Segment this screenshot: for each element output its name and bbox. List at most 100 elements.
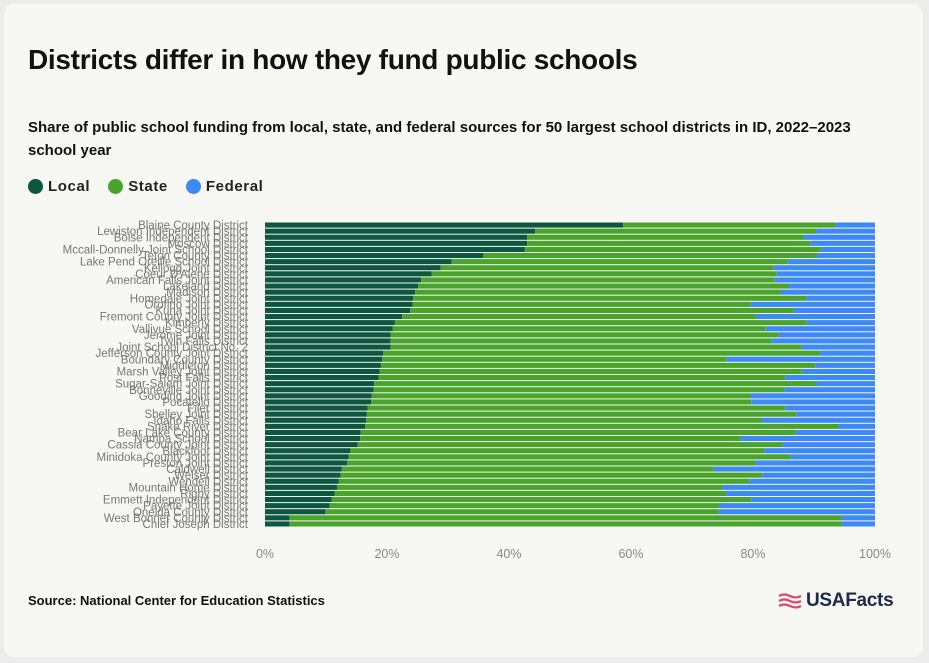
bar-federal-37 — [764, 448, 875, 454]
y-tick-label: Boundary County District — [121, 354, 249, 366]
bar-state-20 — [390, 344, 802, 350]
x-tick-label: 20% — [374, 547, 399, 561]
bar-federal-17 — [765, 326, 875, 332]
bar-local-16 — [265, 320, 395, 326]
bar-federal-28 — [750, 393, 875, 399]
bar-state-44 — [334, 490, 726, 496]
bar-local-0 — [265, 222, 624, 228]
bar-local-2 — [265, 234, 528, 240]
y-tick-label: Teton County District — [142, 251, 249, 263]
bar-federal-33 — [838, 423, 875, 429]
y-tick-label: Boise Independent District — [114, 232, 249, 244]
bar-local-47 — [265, 509, 326, 515]
bar-local-48 — [265, 515, 290, 521]
bar-state-30 — [367, 405, 786, 411]
bar-local-36 — [265, 442, 358, 448]
y-tick-label: Wendell District — [168, 476, 248, 488]
bar-federal-2 — [803, 234, 875, 240]
bar-local-35 — [265, 436, 361, 442]
bar-state-2 — [527, 234, 804, 240]
bar-federal-39 — [755, 460, 875, 466]
bar-state-45 — [331, 497, 752, 503]
y-tick-label: Vallivue School District — [132, 324, 249, 336]
bar-state-48 — [289, 515, 842, 521]
bar-state-9 — [421, 277, 775, 283]
y-tick-label: Preston Joint District — [143, 458, 249, 470]
bar-state-47 — [325, 509, 719, 515]
bar-federal-24 — [801, 368, 875, 374]
bar-federal-35 — [740, 436, 875, 442]
y-tick-label: West Bonner County District — [104, 513, 249, 525]
bar-federal-1 — [816, 228, 875, 234]
bar-local-21 — [265, 350, 384, 356]
bar-local-37 — [265, 448, 351, 454]
bar-federal-13 — [750, 301, 875, 307]
bar-state-32 — [366, 417, 762, 423]
y-tick-label: Joint School District No. 2 — [116, 342, 248, 354]
bar-state-26 — [374, 381, 817, 387]
bar-local-18 — [265, 332, 391, 338]
bar-local-8 — [265, 271, 432, 277]
bar-local-40 — [265, 466, 342, 472]
x-tick-label: 80% — [740, 547, 765, 561]
y-tick-label: Jefferson County Joint District — [95, 348, 248, 360]
bar-federal-8 — [776, 271, 875, 277]
y-tick-label: Sugar-Salem Joint District — [115, 379, 249, 391]
bar-state-15 — [402, 314, 757, 320]
y-tick-label: Snake River District — [147, 421, 249, 433]
bar-federal-22 — [726, 356, 875, 362]
bar-federal-36 — [782, 442, 875, 448]
legend-swatch-state — [108, 179, 124, 194]
bar-federal-34 — [795, 429, 875, 435]
y-tick-label: Bear Lake County District — [118, 427, 249, 439]
bar-local-4 — [265, 246, 525, 252]
bar-state-7 — [440, 265, 774, 271]
bar-federal-4 — [820, 246, 875, 252]
y-tick-label: Moscow District — [167, 238, 248, 250]
bar-local-22 — [265, 356, 383, 362]
bar-federal-49 — [841, 521, 875, 527]
legend-swatch-local — [28, 179, 43, 194]
y-tick-label: Mountain Home District — [128, 482, 248, 494]
y-tick-label: Caldwell District — [166, 464, 249, 476]
bar-state-8 — [431, 271, 777, 277]
y-tick-label: Lake Pend Oreille School District — [80, 257, 249, 269]
bar-state-37 — [350, 448, 765, 454]
bar-federal-40 — [713, 466, 875, 472]
bar-state-17 — [392, 326, 766, 332]
bar-local-49 — [265, 521, 290, 527]
y-tick-label: Payette Joint District — [143, 501, 249, 513]
y-tick-label: Twin Falls District — [159, 336, 249, 348]
y-tick-label: Kellogg Joint District — [144, 263, 249, 275]
bar-local-26 — [265, 381, 375, 387]
bar-local-19 — [265, 338, 391, 344]
y-tick-label: Shelley Joint District — [144, 409, 248, 421]
bar-state-46 — [329, 503, 720, 509]
bar-state-19 — [390, 338, 772, 344]
bar-federal-32 — [761, 417, 875, 423]
y-tick-label: Fremont County Joint District — [100, 312, 249, 324]
bar-state-40 — [341, 466, 714, 472]
bar-local-34 — [265, 429, 361, 435]
bar-state-43 — [336, 484, 723, 490]
y-tick-label: Homedale Joint District — [130, 293, 249, 305]
legend-item-local: Local — [28, 178, 90, 195]
y-tick-label: Coeur D'Alene District — [135, 269, 249, 281]
y-tick-label: Pocatello District — [162, 397, 248, 409]
bar-local-25 — [265, 375, 379, 381]
y-tick-label: Blackfoot District — [162, 446, 248, 458]
y-tick-label: Rigby District — [180, 488, 249, 500]
bar-local-3 — [265, 240, 528, 246]
bar-state-24 — [379, 368, 802, 374]
brand-name: USAFacts — [806, 590, 894, 611]
y-tick-label: Bonneville Joint District — [129, 385, 249, 397]
bar-federal-30 — [785, 405, 875, 411]
bar-local-32 — [265, 417, 367, 423]
bar-local-41 — [265, 472, 341, 478]
y-tick-label: Idaho Falls District — [153, 415, 248, 427]
bar-state-1 — [535, 228, 817, 234]
bar-state-21 — [383, 350, 821, 356]
bar-federal-14 — [793, 307, 875, 313]
y-tick-label: Nampa School District — [134, 434, 249, 446]
bar-local-44 — [265, 490, 335, 496]
